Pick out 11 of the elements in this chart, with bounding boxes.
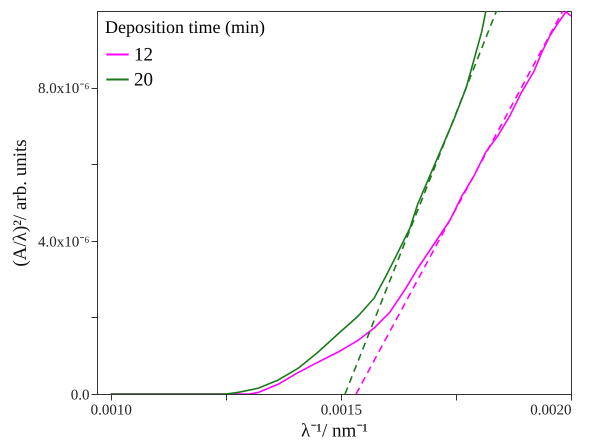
legend-label: 20 bbox=[134, 70, 153, 90]
y-tick-label: 8.0x10⁻⁶ bbox=[38, 81, 90, 98]
y-tick-label: 0.0 bbox=[70, 388, 90, 404]
x-tick-label: 0.0015 bbox=[320, 402, 362, 418]
legend-label: 12 bbox=[134, 44, 153, 66]
legend-title: Deposition time (min) bbox=[105, 17, 265, 37]
x-tick-label: 0.0010 bbox=[90, 402, 132, 418]
x-axis-title: λ⁻¹/ nm⁻¹ bbox=[301, 420, 368, 441]
y-tick-label: 4.0x10⁻⁶ bbox=[38, 234, 90, 250]
x-tick-label: 0.0020 bbox=[530, 402, 572, 418]
y-axis-title: (A/λ)²/ arb. units bbox=[10, 139, 32, 267]
